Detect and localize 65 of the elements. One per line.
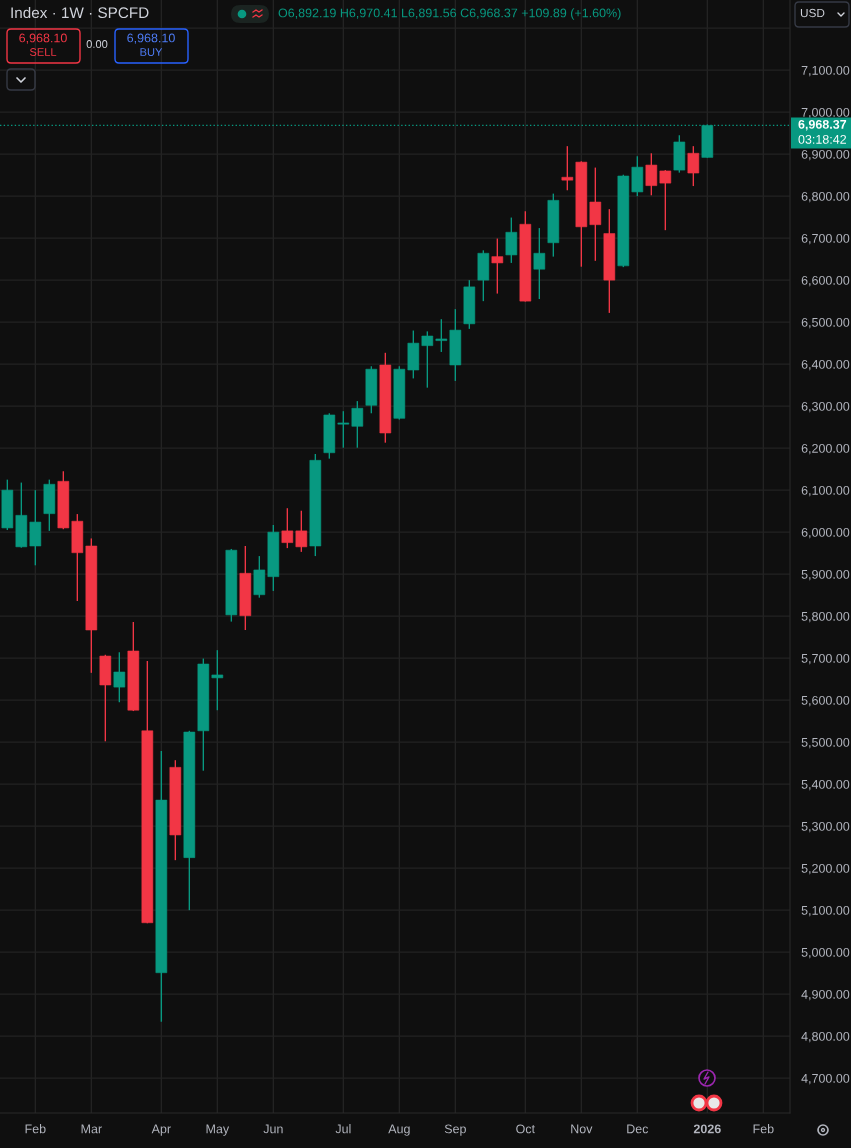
- y-tick-label: 6,900.00: [801, 149, 850, 161]
- y-tick-label: 5,300.00: [801, 821, 850, 833]
- y-tick-label: 5,500.00: [801, 737, 850, 749]
- annotation: O6,892.19 H6,970.41 L6,891.56 C6,968.37 +109.89 (+1.60%): [278, 8, 621, 20]
- candlestick: [211, 649, 224, 711]
- y-tick-label: 7,100.00: [801, 65, 850, 77]
- ref-line-label: 6,968.37: [798, 119, 847, 131]
- candlestick: [421, 330, 434, 389]
- candlestick: [113, 651, 126, 703]
- x-tick-label: Feb: [25, 1124, 46, 1134]
- x-tick-label: Mar: [81, 1124, 102, 1134]
- x-tick-label: 2026: [693, 1124, 721, 1134]
- x-tick-label: Feb: [753, 1124, 774, 1134]
- y-tick-label: 5,700.00: [801, 653, 850, 665]
- y-tick-label: 5,400.00: [801, 779, 850, 791]
- y-tick-label: 5,800.00: [801, 611, 850, 623]
- y-tick-label: 5,600.00: [801, 695, 850, 707]
- x-tick-label: Jun: [263, 1124, 283, 1134]
- annotation: 6,968.10: [19, 33, 67, 44]
- annotation: 6,968.10: [127, 33, 175, 44]
- x-tick-label: Sep: [444, 1124, 466, 1136]
- candlestick: [645, 152, 658, 196]
- x-tick-label: Oct: [516, 1124, 535, 1134]
- y-tick-label: 6,500.00: [801, 317, 850, 329]
- y-tick-label: 6,300.00: [801, 401, 850, 413]
- y-tick-label: 5,200.00: [801, 863, 850, 875]
- candlestick: [435, 318, 448, 353]
- text: 03:18:42: [798, 134, 847, 144]
- y-tick-label: 6,800.00: [801, 191, 850, 203]
- chart-title: Index · 1W · SPCFD: [11, 6, 149, 19]
- y-tick-label: 6,100.00: [801, 485, 850, 497]
- y-tick-label: 5,100.00: [801, 905, 850, 917]
- annotation: SELL: [29, 48, 57, 56]
- y-tick-label: 6,400.00: [801, 359, 850, 371]
- y-tick-label: 6,200.00: [801, 443, 850, 455]
- x-tick-label: Aug: [388, 1124, 410, 1136]
- candlestick: [505, 216, 518, 264]
- y-tick-label: 7,000.00: [801, 107, 850, 119]
- candlestick: [295, 510, 308, 553]
- candlestick: [589, 166, 602, 262]
- candlestick: [491, 237, 504, 295]
- y-tick-label: 4,800.00: [801, 1031, 850, 1043]
- x-tick-label: Nov: [571, 1124, 593, 1134]
- y-tick-label: 5,000.00: [801, 947, 850, 959]
- candlestick: [533, 227, 546, 300]
- y-tick-label: 6,700.00: [801, 233, 850, 245]
- y-tick-label: 4,700.00: [801, 1073, 850, 1085]
- y-tick-label: 6,600.00: [801, 275, 850, 287]
- x-tick-label: Jul: [335, 1124, 351, 1134]
- y-tick-label: 5,900.00: [801, 569, 850, 581]
- candlestick: [351, 400, 364, 449]
- candlestick: [281, 507, 294, 549]
- x-tick-label: Dec: [627, 1124, 649, 1134]
- y-tick-label: 4,900.00: [801, 989, 850, 1001]
- x-tick-label: Apr: [151, 1124, 171, 1136]
- candlestick: [659, 169, 672, 231]
- candlestick: [337, 410, 350, 449]
- candlestick: [29, 489, 42, 567]
- x-tick-label: May: [206, 1124, 230, 1136]
- annotation: 0.00: [86, 40, 108, 48]
- text: USD: [800, 8, 825, 18]
- candlestick: [561, 145, 574, 191]
- candlestick: [687, 145, 700, 187]
- y-tick-label: 6,000.00: [801, 527, 850, 539]
- annotation: BUY: [140, 48, 163, 56]
